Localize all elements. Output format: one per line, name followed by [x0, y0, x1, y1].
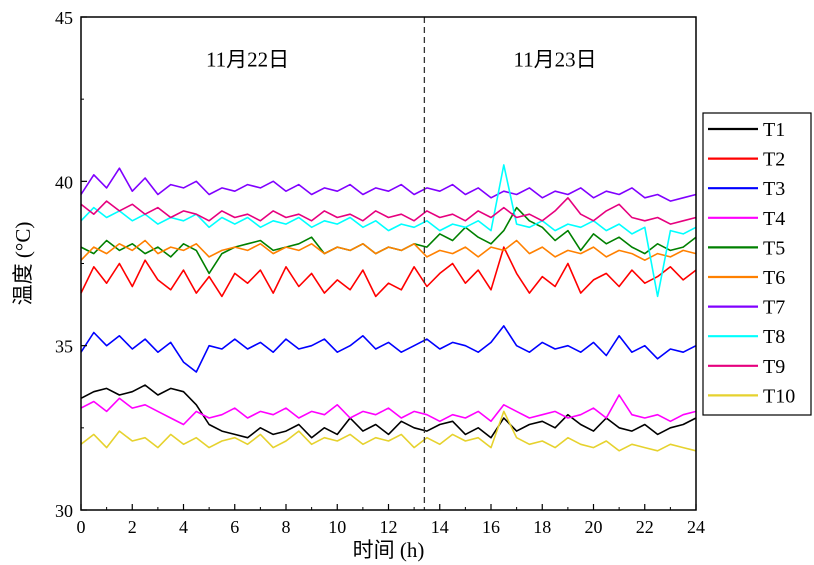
series-line-t3 — [80, 325, 697, 373]
legend-label-t8: T8 — [763, 326, 785, 348]
x-tick-label: 22 — [636, 517, 654, 537]
series-line-t1 — [80, 384, 697, 439]
legend-label-t1: T1 — [763, 119, 785, 141]
y-tick-label: 40 — [55, 172, 73, 192]
series-line-t4 — [80, 394, 697, 426]
series-line-t6 — [80, 239, 697, 261]
x-tick-label: 6 — [230, 517, 239, 537]
x-tick-label: 20 — [585, 517, 603, 537]
legend-label-t6: T6 — [763, 267, 785, 289]
x-tick-label: 24 — [687, 517, 705, 537]
legend-label-t2: T2 — [763, 149, 785, 171]
series-layer — [80, 164, 697, 452]
x-tick-label: 12 — [380, 517, 398, 537]
legend: T1 T2 T3 T4 T5 T6 T7 T8 T9 T10 — [702, 112, 812, 416]
x-tick-label: 2 — [128, 517, 137, 537]
y-tick-label: 45 — [55, 8, 73, 28]
legend-box — [702, 112, 812, 416]
x-tick-label: 8 — [282, 517, 291, 537]
legend-label-t7: T7 — [763, 297, 785, 319]
x-axis-label: 时间 (h) — [353, 538, 425, 562]
date-label-nov-22: 11月22日 — [206, 48, 289, 72]
series-line-t7 — [80, 167, 697, 202]
legend-label-t5: T5 — [763, 237, 785, 259]
legend-label-t9: T9 — [763, 356, 785, 378]
x-tick-label: 18 — [533, 517, 551, 537]
legend-label-t10: T10 — [763, 385, 795, 407]
x-tick-label: 4 — [179, 517, 188, 537]
x-tick-label: 10 — [328, 517, 346, 537]
y-tick-label: 35 — [55, 337, 73, 357]
y-axis-label: 温度 (°C) — [11, 222, 35, 306]
series-line-t9 — [80, 197, 697, 225]
x-tick-label: 14 — [431, 517, 449, 537]
series-line-t2 — [80, 246, 697, 298]
series-line-t10 — [80, 410, 697, 452]
x-tick-label: 0 — [77, 517, 86, 537]
x-tick-label: 16 — [482, 517, 500, 537]
y-tick-label: 30 — [55, 501, 73, 521]
legend-label-t3: T3 — [763, 178, 785, 200]
legend-label-t4: T4 — [763, 208, 785, 230]
date-label-nov-23: 11月23日 — [513, 48, 596, 72]
